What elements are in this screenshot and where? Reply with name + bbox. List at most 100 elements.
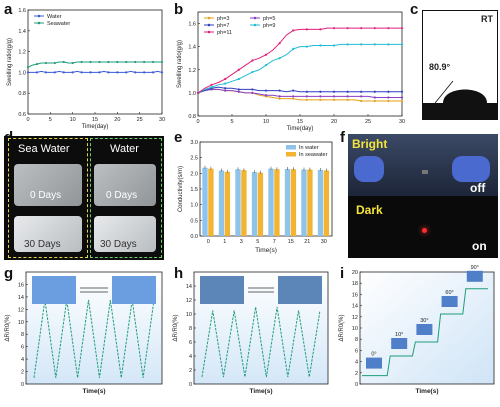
data-point	[44, 61, 47, 65]
data-point	[98, 71, 101, 74]
data-point	[53, 71, 56, 74]
data-point	[237, 90, 240, 93]
data-point	[107, 60, 110, 64]
panel-g: g 0 2 4 6 8 10 12 14 16 Time(s) ΔR/R0(%)	[0, 262, 168, 402]
y-axis-label: ΔR/R0(%)	[339, 314, 345, 341]
data-point	[224, 77, 227, 81]
bar	[301, 169, 307, 236]
seawater-label: Sea Water	[18, 143, 70, 155]
angle-label: 80.9°	[429, 62, 451, 72]
inset-photo	[32, 276, 76, 304]
y-tick-label: 0.5	[190, 218, 198, 224]
inset-photo	[466, 270, 483, 282]
y-tick-label: 8	[189, 326, 192, 332]
data-point	[116, 71, 119, 74]
data-point	[98, 60, 101, 64]
data-point	[224, 89, 227, 92]
series-line	[197, 27, 402, 94]
series-line	[33, 299, 155, 378]
hydrogel-sample	[14, 216, 82, 252]
day-label: 30 Days	[24, 239, 61, 250]
water-label: Water	[110, 143, 139, 155]
legend-label: ph=5	[263, 16, 275, 22]
data-point	[264, 89, 268, 92]
temperature-label: RT	[481, 14, 493, 24]
series-line	[201, 306, 321, 378]
data-point	[400, 99, 404, 103]
panel-label: e	[174, 129, 183, 146]
legend-marker	[37, 21, 41, 25]
y-tick-label: 16	[352, 292, 358, 298]
seawater-frame	[8, 138, 88, 258]
data-point	[305, 95, 308, 98]
y-tick-label: 16	[18, 282, 24, 288]
day-label: 0 Days	[30, 190, 62, 201]
step-label: 30°	[420, 318, 428, 324]
bar	[208, 168, 214, 236]
y-tick-label: 8	[355, 337, 358, 343]
panel-label: b	[174, 1, 184, 18]
data-point	[237, 88, 240, 91]
plot-frame	[25, 271, 163, 385]
data-point	[80, 71, 83, 74]
data-point	[332, 27, 336, 30]
day-label: 0 Days	[106, 190, 138, 201]
x-tick-label: 20	[331, 119, 337, 125]
glove-left	[354, 156, 384, 182]
y-tick-label: 4	[189, 354, 192, 360]
y-tick-label: 3.0	[190, 140, 198, 146]
x-tick-label: 30	[321, 239, 327, 245]
y-tick-label: 6	[21, 345, 24, 351]
data-point	[151, 71, 155, 74]
data-point	[292, 95, 295, 98]
data-point	[143, 71, 146, 74]
legend-label: ph=7	[217, 23, 229, 29]
data-point	[278, 97, 281, 100]
data-point	[360, 27, 363, 30]
data-point	[332, 44, 336, 47]
y-tick-label: 12	[352, 315, 358, 321]
data-point	[400, 90, 404, 93]
x-tick-label: 0	[196, 119, 199, 125]
y-tick-label: 10	[18, 320, 24, 326]
y-tick-label: 20	[352, 270, 358, 276]
bar	[317, 169, 324, 236]
x-tick-label: 15	[92, 117, 98, 123]
x-tick-label: 21	[304, 239, 310, 245]
y-tick-label: 18	[352, 281, 358, 287]
bar	[224, 171, 231, 236]
led-on	[422, 228, 427, 233]
bar	[290, 169, 297, 236]
chart-g: 0 2 4 6 8 10 12 14 16 Time(s) ΔR/R0(%)	[5, 271, 163, 395]
legend-label: ph=11	[217, 30, 232, 36]
data-point	[251, 88, 254, 91]
y-tick-label: 2.0	[190, 171, 198, 177]
step-label: 60°	[445, 290, 453, 296]
bright-label: Bright	[352, 137, 388, 151]
data-point	[292, 47, 295, 51]
data-point	[400, 43, 404, 46]
data-point	[387, 96, 390, 99]
data-point	[387, 99, 390, 103]
data-point	[292, 29, 295, 32]
x-tick-label: 15	[288, 239, 294, 245]
bar	[257, 172, 264, 236]
data-point	[360, 95, 363, 98]
data-point	[210, 86, 213, 89]
x-axis-label: Time(day)	[82, 124, 109, 130]
chart-i: 0 2 4 6 8 10 12 14 16 18 20 0° 10° 30° 60° 90° Time(s) ΔR…	[339, 265, 495, 395]
panel-label: a	[4, 1, 13, 18]
step-label: 10°	[395, 332, 403, 338]
x-tick-label: 20	[114, 117, 120, 123]
data-point	[278, 42, 281, 45]
data-point	[125, 71, 128, 74]
data-point	[251, 91, 254, 94]
series-line	[197, 88, 402, 99]
series-line	[197, 88, 402, 102]
data-point	[264, 94, 268, 97]
y-axis-label: Swelling ratio(g/g)	[177, 40, 183, 88]
panel-i: i 0 2 4 6 8 10 12 14 16 18 20 0° 10° 30° 60° 90° Time(s)…	[334, 262, 500, 402]
x-tick-label: 30	[399, 119, 405, 125]
legend-swatch	[286, 145, 296, 150]
data-point	[251, 70, 254, 74]
